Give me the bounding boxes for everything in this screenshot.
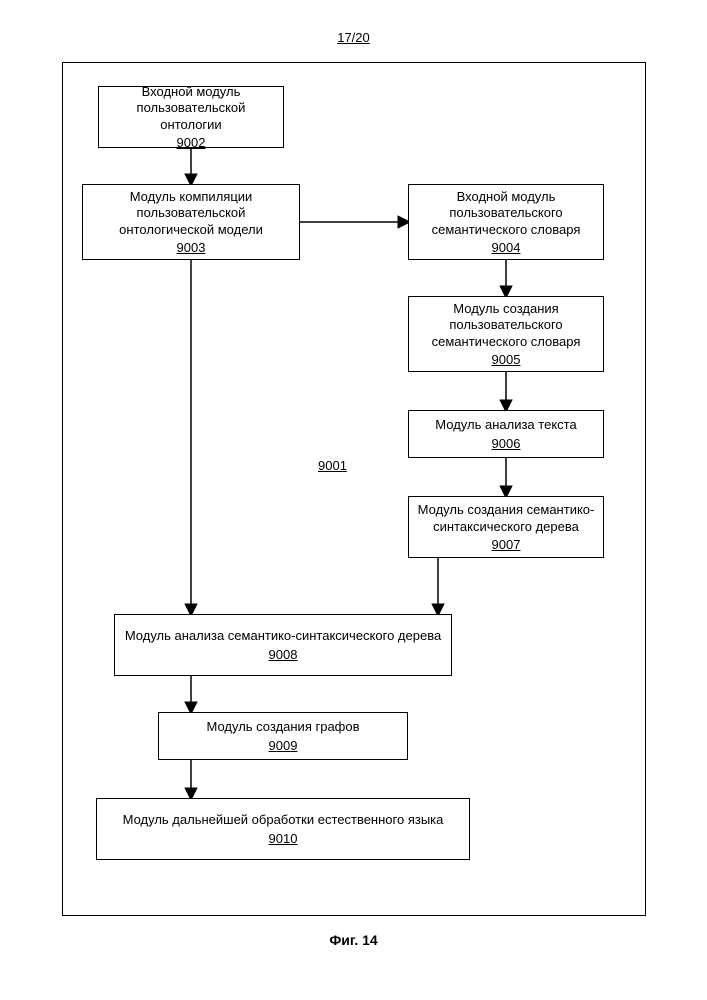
node-label: Входной модуль пользовательской онтологи… xyxy=(105,84,277,133)
page-number: 17/20 xyxy=(337,30,370,45)
node-9005: Модуль создания пользовательского семант… xyxy=(408,296,604,372)
node-label: Модуль дальнейшей обработки естественног… xyxy=(123,812,444,828)
node-label: Модуль создания пользовательского семант… xyxy=(415,301,597,350)
node-label: Входной модуль пользовательского семанти… xyxy=(415,189,597,238)
node-label: Модуль компиляции пользовательской онтол… xyxy=(89,189,293,238)
node-9008: Модуль анализа семантико-синтаксического… xyxy=(114,614,452,676)
node-label: Модуль анализа семантико-синтаксического… xyxy=(125,628,441,644)
node-label: Модуль создания семантико-синтаксическог… xyxy=(415,502,597,535)
node-id: 9004 xyxy=(492,240,521,255)
node-label: Модуль создания графов xyxy=(206,719,359,735)
node-id: 9006 xyxy=(492,436,521,451)
node-9006: Модуль анализа текста 9006 xyxy=(408,410,604,458)
system-label: 9001 xyxy=(318,458,347,473)
node-label: Модуль анализа текста xyxy=(435,417,576,433)
node-id: 9003 xyxy=(177,240,206,255)
node-9007: Модуль создания семантико-синтаксическог… xyxy=(408,496,604,558)
node-id: 9007 xyxy=(492,537,521,552)
page: 17/20 Входной модуль пользовательской он… xyxy=(0,0,707,1000)
node-id: 9005 xyxy=(492,352,521,367)
node-9003: Модуль компиляции пользовательской онтол… xyxy=(82,184,300,260)
node-id: 9002 xyxy=(177,135,206,150)
node-9010: Модуль дальнейшей обработки естественног… xyxy=(96,798,470,860)
node-id: 9009 xyxy=(269,738,298,753)
node-id: 9008 xyxy=(269,647,298,662)
node-9002: Входной модуль пользовательской онтологи… xyxy=(98,86,284,148)
node-9004: Входной модуль пользовательского семанти… xyxy=(408,184,604,260)
figure-caption: Фиг. 14 xyxy=(329,932,377,948)
node-id: 9010 xyxy=(269,831,298,846)
node-9009: Модуль создания графов 9009 xyxy=(158,712,408,760)
